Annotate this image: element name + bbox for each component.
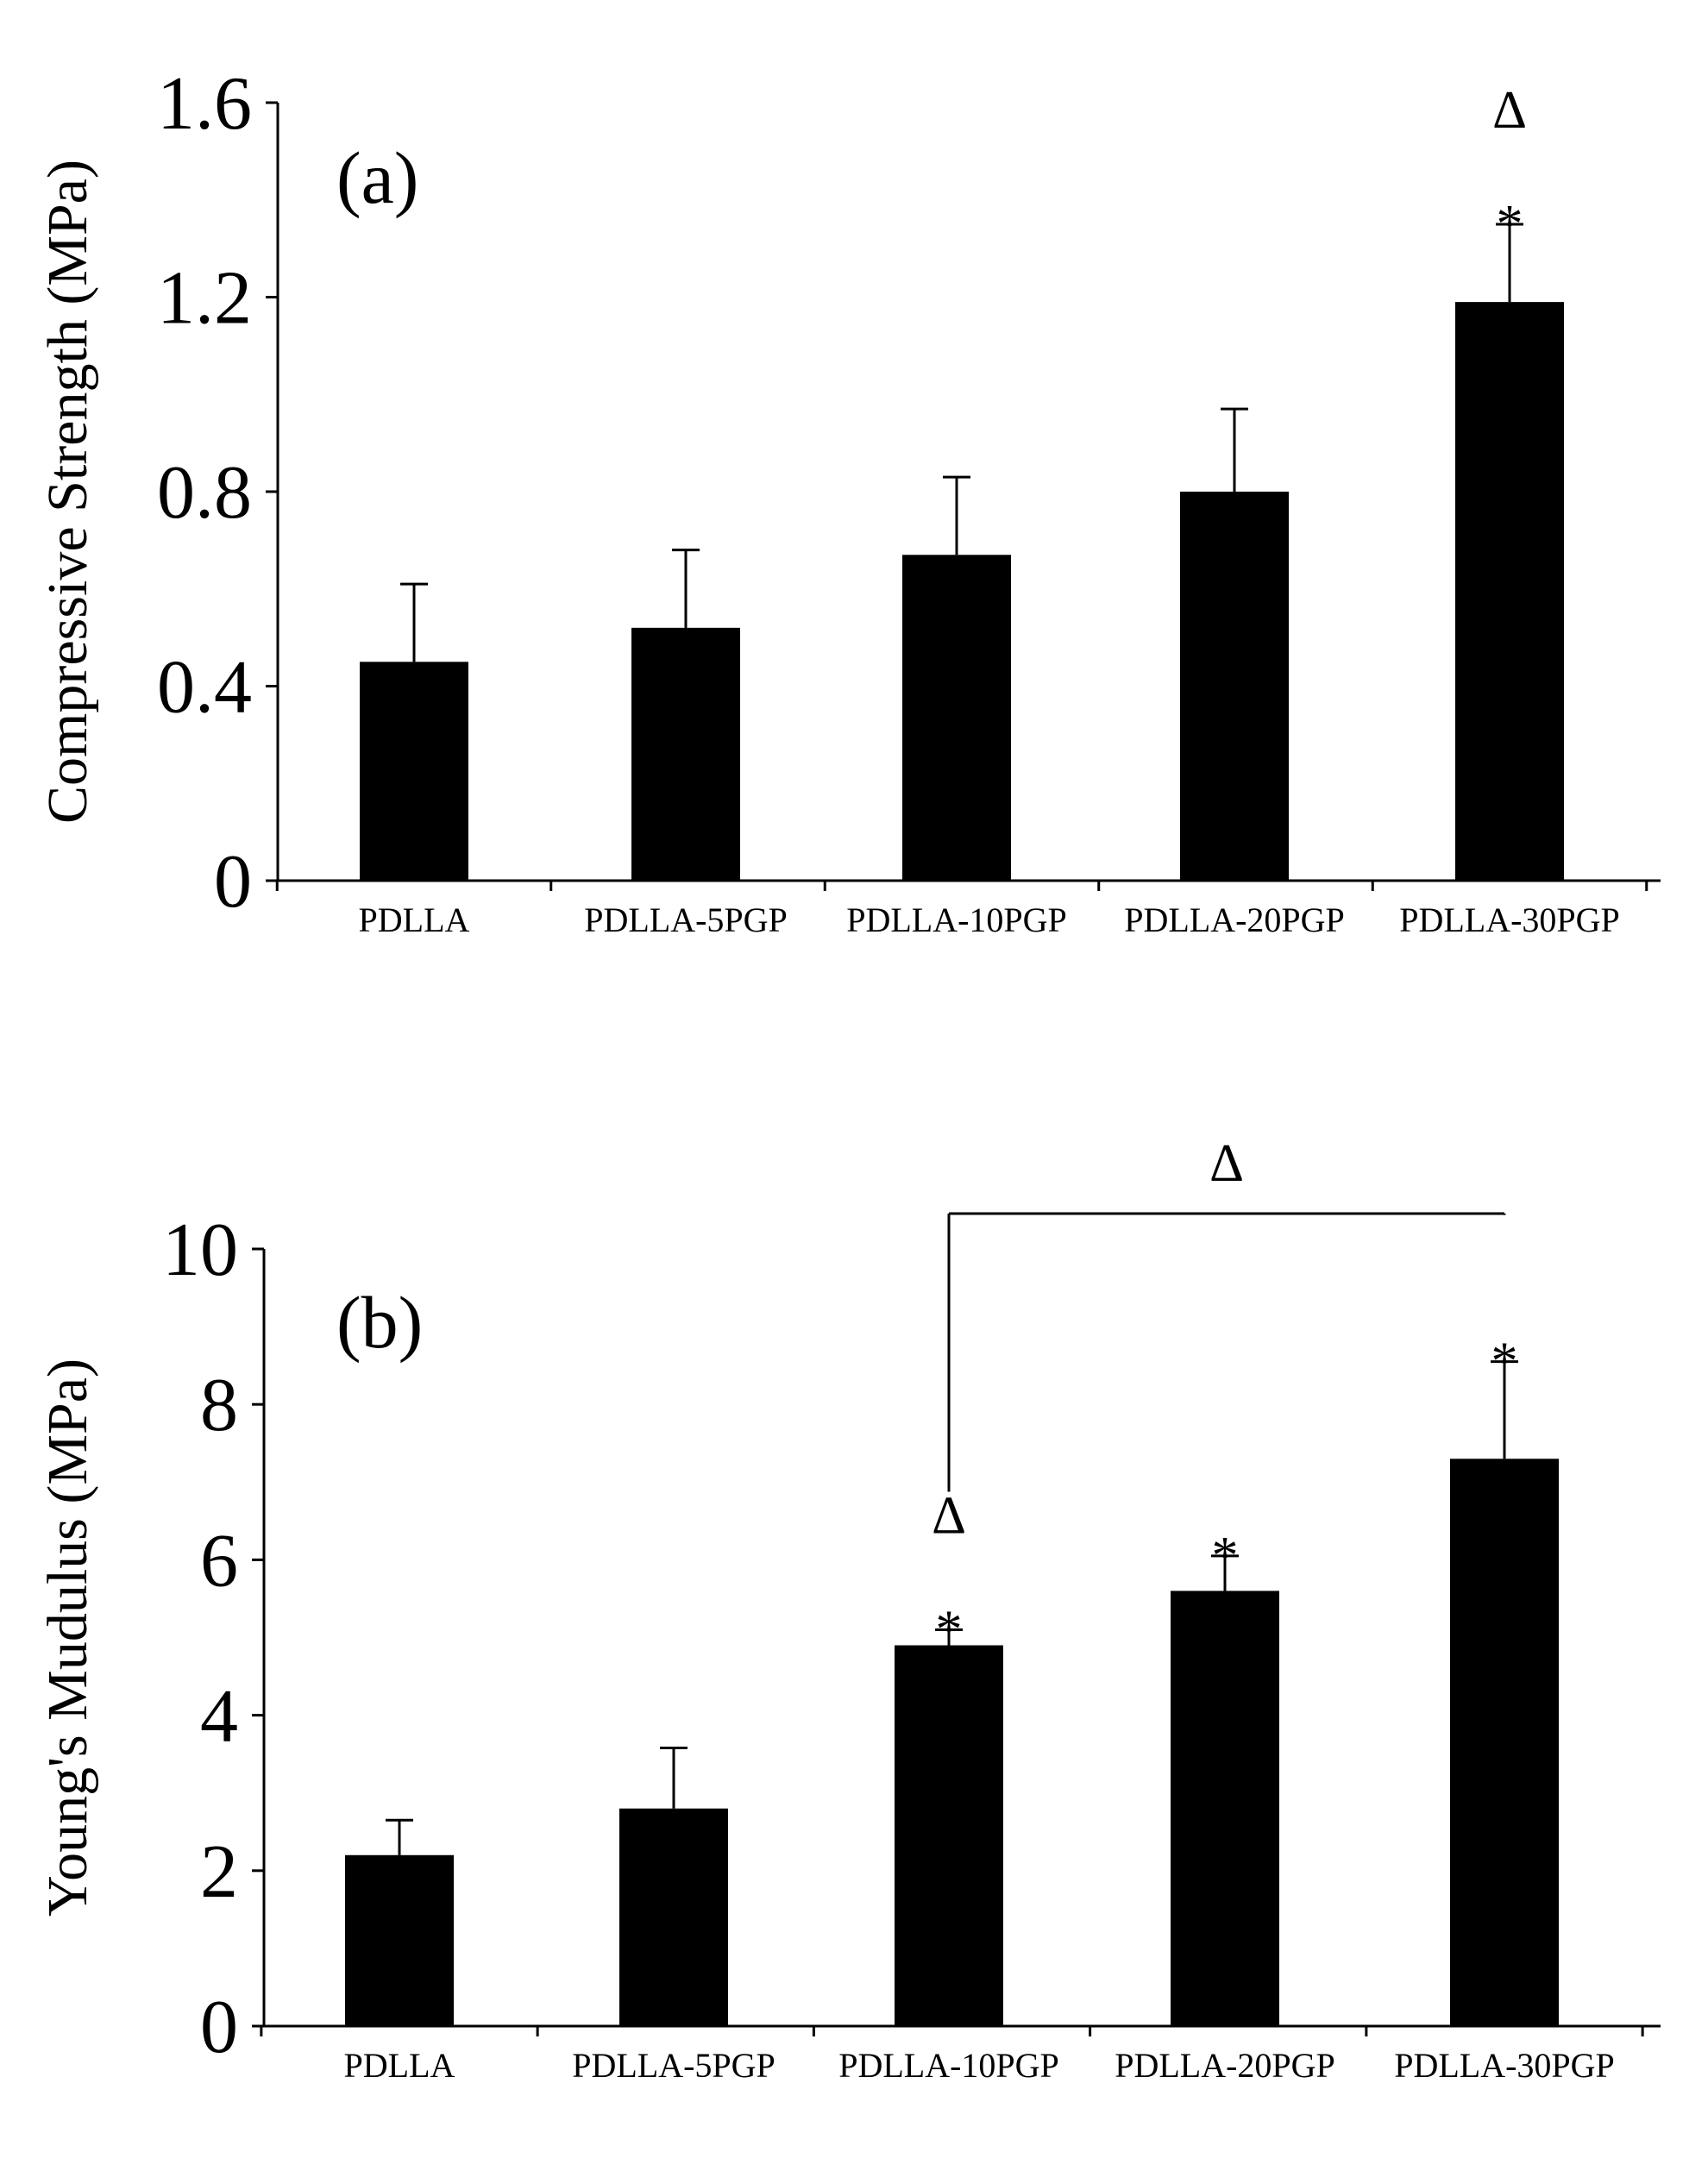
x-category-label: PDLLA-5PGP [572, 2046, 776, 2085]
bar [1171, 1591, 1279, 2026]
y-tick-label: 8 [200, 1364, 238, 1447]
y-axis-title: Compressive Strength (MPa) [36, 160, 99, 824]
significance-delta: Δ [932, 1486, 966, 1545]
bracket-label: Δ [1209, 1134, 1244, 1193]
significance-star: * [1491, 1333, 1518, 1391]
y-axis-title: Young's Mudulus (MPa) [36, 1358, 99, 1917]
bar [1180, 492, 1289, 881]
panel-label: (b) [336, 1281, 423, 1364]
x-category-label: PDLLA-10PGP [846, 900, 1067, 939]
y-tick-label: 0.8 [157, 451, 252, 535]
significance-star: * [1497, 195, 1523, 254]
x-category-label: PDLLA-10PGP [838, 2046, 1059, 2085]
bar [902, 555, 1011, 881]
y-tick-label: 0 [214, 840, 252, 924]
x-category-label: PDLLA [344, 2046, 455, 2085]
x-category-label: PDLLA-30PGP [1394, 2046, 1615, 2085]
y-tick-label: 4 [200, 1675, 238, 1759]
bar [1455, 302, 1564, 881]
bar [345, 1854, 454, 2026]
y-tick-label: 0.4 [157, 646, 252, 730]
bar [631, 627, 740, 881]
chart-panel-b: 0 2 4 6 8 10 Young's Mudulus (MPa) (b) PDLLA PDLL… [36, 1134, 1661, 2085]
bar [360, 662, 468, 881]
x-category-label: PDLLA-20PGP [1124, 900, 1345, 939]
panel-label: (a) [336, 136, 418, 219]
significance-star: * [1212, 1527, 1239, 1585]
bar [895, 1645, 1003, 2026]
bar [1450, 1459, 1559, 2026]
y-tick-label: 6 [200, 1519, 238, 1603]
y-tick-label: 1.2 [157, 257, 252, 341]
x-category-label: PDLLA-20PGP [1115, 2046, 1335, 2085]
significance-delta: Δ [1492, 81, 1527, 140]
x-category-label: PDLLA [359, 900, 470, 939]
bar [619, 1808, 728, 2026]
y-tick-label: 10 [162, 1208, 238, 1292]
y-tick-label: 2 [200, 1830, 238, 1914]
chart-panel-a: 0 0.4 0.8 1.2 1.6 Compressive Strength (MPa) (… [36, 62, 1661, 939]
y-tick-label: 1.6 [157, 62, 252, 146]
significance-star: * [936, 1600, 963, 1659]
x-category-label: PDLLA-30PGP [1399, 900, 1620, 939]
x-category-label: PDLLA-5PGP [584, 900, 788, 939]
y-tick-label: 0 [200, 1986, 238, 2069]
